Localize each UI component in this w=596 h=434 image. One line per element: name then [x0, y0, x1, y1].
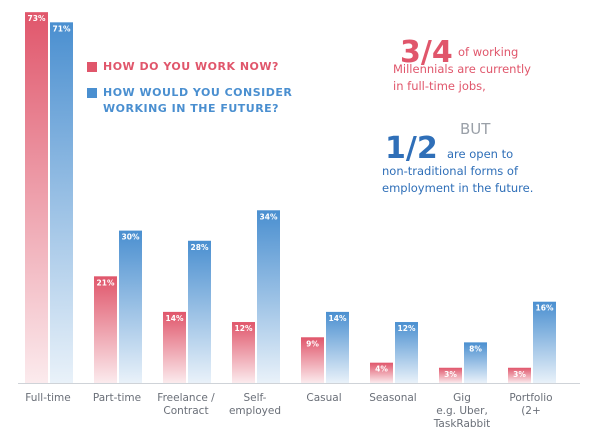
bar: [301, 337, 324, 383]
value-label: 12%: [235, 324, 253, 333]
bar: [188, 240, 211, 383]
legend-label: HOW DO YOU WORK NOW?: [103, 60, 279, 73]
bar: [508, 367, 531, 383]
bar: [395, 322, 418, 383]
value-label: 71%: [53, 24, 71, 33]
bar: [25, 12, 48, 383]
value-label: 8%: [469, 344, 482, 353]
bar: [439, 367, 462, 383]
value-label: 12%: [398, 324, 416, 333]
bar: [533, 301, 556, 383]
x-tick-label: Seasonal: [369, 392, 417, 404]
bar: [119, 230, 142, 383]
value-label: 21%: [97, 278, 115, 287]
value-label: 9%: [306, 339, 319, 348]
legend-swatch: [87, 88, 97, 98]
x-tick-label: Part-time: [92, 392, 142, 404]
value-label: 28%: [191, 243, 209, 252]
bar: [326, 311, 349, 383]
bar: [94, 276, 117, 383]
value-label: 14%: [166, 314, 184, 323]
legend-swatch: [87, 62, 97, 72]
x-tick-label: Self- employed: [228, 392, 282, 417]
x-tick-label: Portfolio (2+: [509, 392, 553, 417]
annotation-text: of working Millennials are currently in …: [393, 45, 531, 93]
x-tick-label: Casual: [306, 392, 342, 404]
bar: [370, 362, 393, 383]
bar: [464, 342, 487, 383]
value-label: 3%: [513, 370, 526, 379]
value-label: 4%: [375, 365, 388, 374]
annotation-figure: 1/2: [385, 131, 438, 166]
bar: [257, 210, 280, 383]
x-tick-label: Full-time: [25, 392, 71, 404]
bar: [50, 22, 73, 383]
bar: [232, 322, 255, 383]
x-tick-label: Freelance / Contract: [157, 392, 215, 417]
value-label: 30%: [122, 233, 140, 242]
annotation-but: BUT: [460, 120, 491, 138]
legend-label: HOW WOULD YOU CONSIDER WORKING IN THE FU…: [103, 86, 293, 115]
value-label: 14%: [329, 314, 347, 323]
bar: [163, 311, 186, 383]
value-label: 34%: [260, 212, 278, 221]
annotation-figure: 3/4: [400, 35, 453, 70]
value-label: 73%: [28, 14, 46, 23]
annotation-text: are open to non-traditional forms of emp…: [382, 147, 534, 195]
x-tick-label: Gig e.g. Uber, TaskRabbit: [433, 392, 491, 430]
value-label: 3%: [444, 370, 457, 379]
value-label: 16%: [536, 304, 554, 313]
